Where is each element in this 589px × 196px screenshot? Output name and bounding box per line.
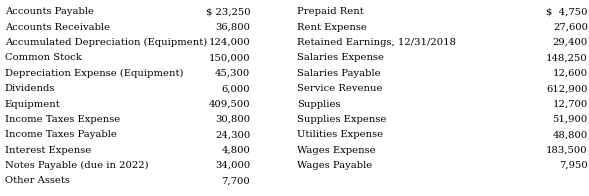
Text: $ 23,250: $ 23,250 — [206, 7, 250, 16]
Text: 409,500: 409,500 — [209, 100, 250, 109]
Text: Income Taxes Expense: Income Taxes Expense — [5, 115, 120, 124]
Text: 148,250: 148,250 — [546, 54, 588, 63]
Text: Income Taxes Payable: Income Taxes Payable — [5, 130, 117, 139]
Text: 183,500: 183,500 — [546, 146, 588, 155]
Text: 27,600: 27,600 — [553, 23, 588, 32]
Text: Service Revenue: Service Revenue — [297, 84, 383, 93]
Text: 124,000: 124,000 — [209, 38, 250, 47]
Text: 4,800: 4,800 — [221, 146, 250, 155]
Text: Notes Payable (due in 2022): Notes Payable (due in 2022) — [5, 161, 148, 170]
Text: 150,000: 150,000 — [209, 54, 250, 63]
Text: Supplies: Supplies — [297, 100, 341, 109]
Text: 7,700: 7,700 — [221, 176, 250, 185]
Text: Rent Expense: Rent Expense — [297, 23, 368, 32]
Text: Wages Expense: Wages Expense — [297, 146, 376, 155]
Text: Interest Expense: Interest Expense — [5, 146, 91, 155]
Text: Salaries Expense: Salaries Expense — [297, 54, 385, 63]
Text: Prepaid Rent: Prepaid Rent — [297, 7, 364, 16]
Text: 48,800: 48,800 — [552, 130, 588, 139]
Text: Accumulated Depreciation (Equipment): Accumulated Depreciation (Equipment) — [5, 38, 207, 47]
Text: 12,600: 12,600 — [552, 69, 588, 78]
Text: Equipment: Equipment — [5, 100, 61, 109]
Text: 612,900: 612,900 — [547, 84, 588, 93]
Text: 7,950: 7,950 — [559, 161, 588, 170]
Text: Utilities Expense: Utilities Expense — [297, 130, 383, 139]
Text: Accounts Payable: Accounts Payable — [5, 7, 94, 16]
Text: Wages Payable: Wages Payable — [297, 161, 373, 170]
Text: 24,300: 24,300 — [215, 130, 250, 139]
Text: 6,000: 6,000 — [221, 84, 250, 93]
Text: Supplies Expense: Supplies Expense — [297, 115, 387, 124]
Text: 34,000: 34,000 — [215, 161, 250, 170]
Text: Common Stock: Common Stock — [5, 54, 81, 63]
Text: 45,300: 45,300 — [215, 69, 250, 78]
Text: Salaries Payable: Salaries Payable — [297, 69, 381, 78]
Text: Depreciation Expense (Equipment): Depreciation Expense (Equipment) — [5, 69, 183, 78]
Text: 12,700: 12,700 — [552, 100, 588, 109]
Text: Accounts Receivable: Accounts Receivable — [5, 23, 110, 32]
Text: 51,900: 51,900 — [552, 115, 588, 124]
Text: 29,400: 29,400 — [552, 38, 588, 47]
Text: Dividends: Dividends — [5, 84, 55, 93]
Text: 36,800: 36,800 — [216, 23, 250, 32]
Text: Other Assets: Other Assets — [5, 176, 70, 185]
Text: 30,800: 30,800 — [215, 115, 250, 124]
Text: Retained Earnings, 12/31/2018: Retained Earnings, 12/31/2018 — [297, 38, 456, 47]
Text: $  4,750: $ 4,750 — [547, 7, 588, 16]
